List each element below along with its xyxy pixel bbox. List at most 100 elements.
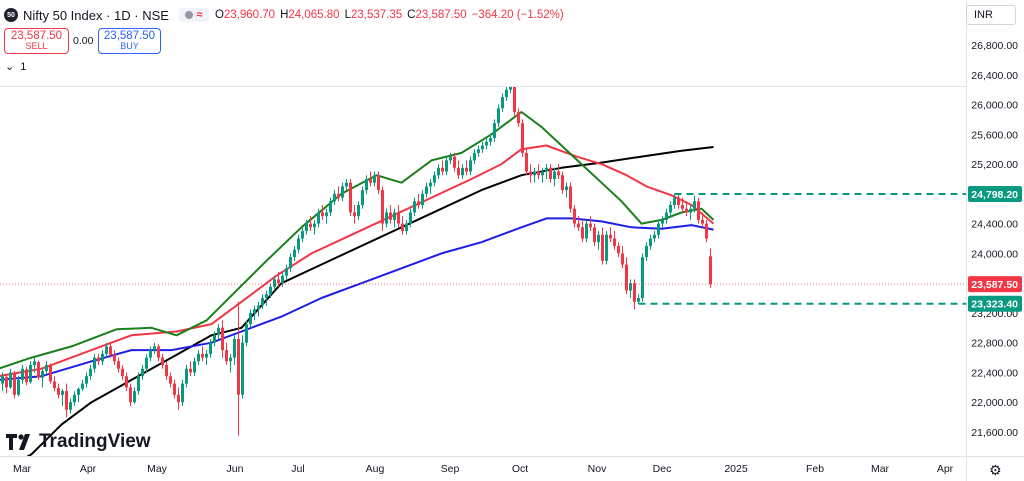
candle-body <box>505 89 508 98</box>
level-price-badge <box>968 295 1022 312</box>
candle-body <box>165 365 168 377</box>
moving-average-200 <box>26 146 714 456</box>
time-tick-label: Jul <box>291 463 304 475</box>
candle-body <box>629 283 632 291</box>
candle-body <box>357 205 360 217</box>
candle-body <box>625 264 628 291</box>
candle-body <box>329 201 332 213</box>
open-value: 23,960.70 <box>223 9 276 21</box>
candle-body <box>689 208 692 213</box>
high-label: H <box>280 9 289 21</box>
candle-body <box>261 298 264 306</box>
currency-selector[interactable]: INR <box>966 5 1016 25</box>
candle-body <box>221 327 224 351</box>
close-label: C <box>407 9 416 21</box>
candle-body <box>89 368 92 377</box>
candle-body <box>5 376 8 388</box>
candle-body <box>497 108 500 124</box>
low-label: L <box>344 9 351 21</box>
candle-body <box>477 149 480 153</box>
candle-body <box>381 190 384 224</box>
candle-body <box>85 376 88 384</box>
candle-body <box>189 368 192 373</box>
candle-body <box>45 365 48 371</box>
candle-body <box>429 182 432 187</box>
candle-body <box>513 87 516 112</box>
candle-body <box>213 335 216 343</box>
candle-body <box>33 361 36 366</box>
price-tick-label: 22,400.00 <box>971 367 1018 379</box>
sell-price: 23,587.50 <box>10 30 63 42</box>
candle-body <box>557 171 560 176</box>
sell-button[interactable]: 23,587.50 SELL <box>4 28 69 54</box>
candle-body <box>321 212 324 217</box>
symbol-logo: 50 <box>4 8 18 22</box>
candle-body <box>245 324 248 343</box>
candle-body <box>645 245 648 258</box>
candle-body <box>413 201 416 213</box>
candle-body <box>101 353 104 362</box>
candle-body <box>361 190 364 206</box>
time-tick-label: Aug <box>366 463 385 475</box>
candle-body <box>349 182 352 213</box>
gear-icon[interactable]: ⚙ <box>989 462 1002 478</box>
price-tick-label: 26,000.00 <box>971 100 1018 112</box>
ohlc-values: O23,960.70 H24,065.80 L23,537.35 C23,587.50… <box>215 9 569 21</box>
candle-body <box>489 138 492 142</box>
buy-button[interactable]: 23,587.50 BUY <box>98 28 161 54</box>
candle-body <box>529 171 532 176</box>
candle-body <box>353 212 356 217</box>
candle-body <box>197 353 200 362</box>
candle-body <box>389 212 392 220</box>
time-axis: Mar Apr May Jun Jul Aug Sep Oct Nov Dec 2025 Feb Mar… <box>13 463 954 475</box>
candle-body <box>433 175 436 183</box>
indicators-toggle[interactable]: ⌄ 1 <box>5 60 26 74</box>
tradingview-logo[interactable]: TradingView <box>6 431 151 453</box>
candle-body <box>509 87 512 90</box>
time-tick-label: Apr <box>80 463 97 475</box>
candle-body <box>1 376 4 384</box>
visibility-toggle[interactable]: ≈ <box>178 8 209 22</box>
price-tick-label: 26,800.00 <box>971 40 1018 52</box>
candle-body <box>589 223 592 228</box>
candle-body <box>81 383 84 389</box>
candle-body <box>705 223 708 239</box>
candle-body <box>605 234 608 261</box>
candle-body <box>249 312 252 325</box>
candle-body <box>313 223 316 228</box>
time-tick-label: Mar <box>871 463 890 475</box>
candle-body <box>461 167 464 176</box>
chevron-down-icon: ⌄ <box>5 61 15 73</box>
high-value: 24,065.80 <box>288 9 340 21</box>
candle-body <box>453 156 456 168</box>
candle-body <box>469 160 472 172</box>
candle-body <box>269 286 272 295</box>
candle-body <box>237 338 240 395</box>
candle-body <box>345 182 348 187</box>
price-tick-label: 25,200.00 <box>971 159 1018 171</box>
candle-body <box>217 327 220 336</box>
candle-body <box>637 298 640 302</box>
candle-body <box>685 208 688 213</box>
candle-body <box>601 234 604 261</box>
price-badge-label: 23,323.40 <box>971 299 1018 311</box>
candle-body <box>293 249 296 258</box>
candle-body <box>229 357 232 362</box>
candle-body <box>173 383 176 395</box>
candle-body <box>485 141 488 146</box>
candle-body <box>545 167 548 172</box>
legend-header: 50 Nifty 50 Index · 1D · NSE ≈ O23,960.7… <box>4 5 569 25</box>
price-tick-label: 22,000.00 <box>971 397 1018 409</box>
sell-label: SELL <box>25 41 48 51</box>
candle-body <box>41 370 44 378</box>
candle-body <box>93 357 96 369</box>
symbol-title[interactable]: Nifty 50 Index · 1D · NSE <box>23 7 169 23</box>
time-tick-label: Feb <box>806 463 824 475</box>
candle-body <box>401 223 404 232</box>
candle-body <box>697 201 700 220</box>
candle-body <box>281 275 284 284</box>
candle-body <box>133 391 136 403</box>
candle-body <box>193 361 196 373</box>
time-tick-label: Mar <box>13 463 32 475</box>
